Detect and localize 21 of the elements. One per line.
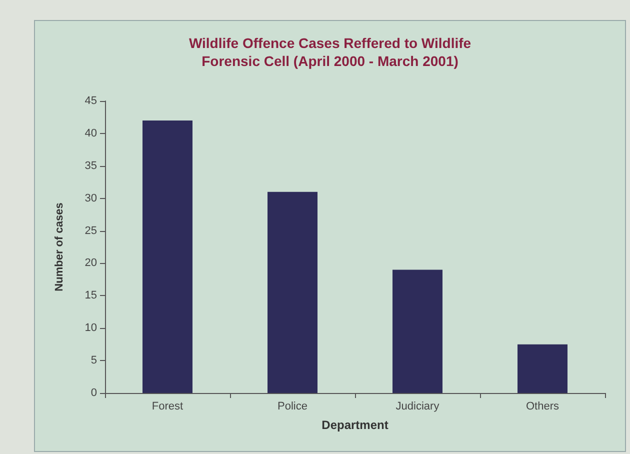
y-tick-label: 40 bbox=[84, 127, 97, 140]
chart-title: Wildlife Offence Cases Reffered to Wildlife Forensic Cell (April 2000 - March 2001) bbox=[188, 35, 472, 69]
bar bbox=[392, 270, 442, 393]
y-tick-label: 10 bbox=[84, 322, 97, 334]
bar bbox=[518, 344, 568, 393]
bar bbox=[268, 192, 318, 393]
x-tick-label: Others bbox=[526, 400, 560, 412]
y-tick-label: 0 bbox=[90, 387, 97, 399]
x-tick-label: Police bbox=[278, 400, 308, 412]
y-tick-label: 25 bbox=[84, 224, 97, 237]
y-tick-label: 5 bbox=[90, 354, 97, 367]
y-axis-title: Number of cases bbox=[54, 202, 66, 292]
y-tick-label: 35 bbox=[84, 160, 97, 172]
y-tick-label: 20 bbox=[84, 257, 97, 270]
x-tick-label: Judiciary bbox=[396, 400, 440, 412]
y-tick-label: 30 bbox=[84, 192, 97, 204]
bar bbox=[142, 120, 192, 393]
x-tick-label: Forest bbox=[152, 400, 184, 412]
x-axis-title: Department bbox=[322, 418, 388, 432]
y-tick-label: 45 bbox=[84, 95, 97, 107]
y-tick-label: 15 bbox=[84, 290, 97, 302]
